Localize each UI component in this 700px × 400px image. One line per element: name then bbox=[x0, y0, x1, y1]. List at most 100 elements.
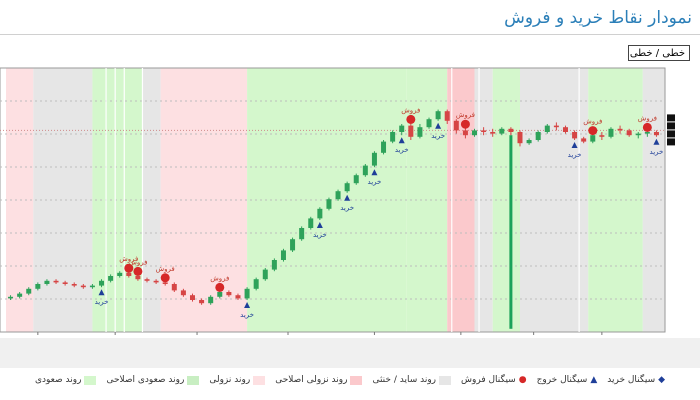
candle-body bbox=[344, 183, 350, 192]
buy-signal-label: خرید bbox=[395, 146, 409, 154]
candle-body bbox=[35, 284, 41, 289]
legend-background bbox=[0, 338, 700, 368]
candle-body bbox=[572, 132, 578, 139]
candle-body bbox=[26, 288, 32, 294]
candle-body bbox=[553, 125, 559, 128]
candle-body bbox=[253, 279, 259, 289]
buy-signal-marker bbox=[98, 289, 105, 296]
candle-body bbox=[89, 285, 95, 288]
last-price-box bbox=[667, 114, 675, 122]
buy-signal-marker bbox=[244, 302, 251, 308]
trend-zone bbox=[160, 68, 248, 332]
candle-body bbox=[144, 279, 150, 281]
candle-body bbox=[80, 285, 86, 288]
candle-body bbox=[262, 269, 268, 280]
candle-body bbox=[535, 132, 541, 140]
sell-signal-marker bbox=[215, 282, 225, 292]
candle-body bbox=[135, 276, 141, 280]
buy-signal-label: خرید bbox=[95, 298, 109, 306]
candle-body bbox=[599, 135, 605, 137]
candle-body bbox=[99, 280, 105, 286]
candle-body bbox=[499, 128, 505, 134]
sell-signal-label: فروش bbox=[456, 111, 475, 119]
candle-body bbox=[126, 272, 132, 276]
sell-signal-label: فروش bbox=[156, 265, 175, 273]
candle-body bbox=[462, 130, 468, 136]
trend-zone bbox=[33, 68, 93, 332]
trend-zone bbox=[474, 68, 493, 332]
candle-body bbox=[208, 296, 214, 304]
candle-body bbox=[271, 260, 277, 270]
volume-spike bbox=[509, 135, 513, 329]
plot-frame bbox=[0, 67, 666, 333]
candle-body bbox=[626, 130, 632, 136]
buy-signal-marker bbox=[371, 169, 378, 176]
sell-signal-label: فروش bbox=[128, 258, 147, 266]
candle-body bbox=[508, 128, 514, 132]
buy-signal-label: خرید bbox=[368, 178, 382, 186]
candle-body bbox=[235, 295, 241, 299]
legend-item: روند نزولی bbox=[209, 375, 266, 385]
legend-item: ● سیگنال فروش bbox=[461, 375, 527, 385]
legend-swatch bbox=[84, 375, 97, 385]
candle-body bbox=[371, 152, 377, 166]
legend-item: ◆ سیگنال خرید bbox=[607, 375, 665, 385]
candle-body bbox=[71, 284, 77, 286]
sell-signal-label: فروش bbox=[401, 106, 420, 114]
sell-signal-marker bbox=[124, 263, 134, 273]
legend-label: روند صعودی bbox=[34, 375, 82, 385]
last-price-box bbox=[667, 138, 675, 146]
sell-signal-label: فروش bbox=[119, 255, 138, 263]
candle-body bbox=[444, 111, 450, 121]
buy-signal-label: خرید bbox=[240, 311, 254, 319]
legend-swatch bbox=[350, 375, 363, 385]
candle-body bbox=[299, 228, 305, 240]
candle-body bbox=[244, 288, 250, 299]
legend-item: روند ساید / خنثی bbox=[372, 375, 452, 385]
candle-body bbox=[426, 119, 432, 128]
last-price-box bbox=[667, 122, 675, 130]
candle-body bbox=[399, 125, 405, 132]
candle-body bbox=[180, 290, 186, 296]
sell-signal-label: فروش bbox=[210, 274, 229, 282]
candle-body bbox=[217, 292, 223, 297]
candle-body bbox=[417, 127, 423, 137]
legend-label: روند نزولی bbox=[209, 375, 251, 385]
chart-legend: روند صعودی روند صعودی اصلاحی روند نزولی رون… bbox=[0, 368, 700, 392]
candle-body bbox=[617, 128, 623, 131]
candle-body bbox=[644, 132, 650, 134]
legend-label: سیگنال فروش bbox=[461, 375, 516, 385]
candle-body bbox=[290, 239, 296, 251]
sell-signal-marker bbox=[588, 126, 598, 136]
candle-body bbox=[162, 282, 168, 284]
legend-item: روند نزولی اصلاحی bbox=[275, 375, 363, 385]
buy-signal-marker bbox=[398, 137, 405, 144]
legend-item: ▲ سیگنال خروج bbox=[537, 375, 598, 385]
candle-body bbox=[108, 276, 114, 281]
legend-marker-icon: ◆ bbox=[658, 374, 666, 385]
legend-label: روند نزولی اصلاحی bbox=[275, 375, 348, 385]
legend-item: روند صعودی اصلاحی bbox=[106, 375, 200, 385]
buy-signal-marker bbox=[571, 142, 578, 148]
candle-body bbox=[472, 130, 478, 136]
title-divider bbox=[0, 34, 700, 35]
legend-swatch bbox=[439, 375, 452, 385]
candle-body bbox=[280, 250, 286, 260]
legend-marker-icon: ▲ bbox=[590, 374, 598, 385]
sell-signal-label: فروش bbox=[583, 118, 602, 126]
buy-signal-label: خرید bbox=[313, 231, 327, 239]
candle-body bbox=[117, 272, 123, 276]
scale-mode-select[interactable]: خطی / خطی bbox=[628, 45, 690, 61]
legend-label: روند ساید / خنثی bbox=[372, 375, 437, 385]
legend-label: سیگنال خروج bbox=[536, 375, 588, 385]
candle-body bbox=[381, 141, 387, 153]
candle-body bbox=[608, 128, 614, 137]
buy-signal-marker bbox=[435, 122, 442, 129]
candle-body bbox=[44, 280, 50, 284]
candle-body bbox=[435, 111, 441, 120]
buy-signal-label: خرید bbox=[340, 204, 354, 212]
last-price-box bbox=[667, 130, 675, 138]
legend-swatch bbox=[253, 375, 266, 385]
candle-body bbox=[362, 165, 368, 176]
